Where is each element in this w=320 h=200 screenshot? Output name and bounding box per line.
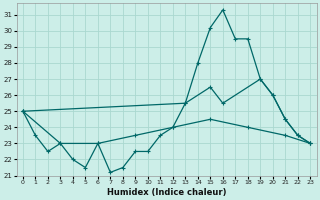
X-axis label: Humidex (Indice chaleur): Humidex (Indice chaleur) [107, 188, 226, 197]
